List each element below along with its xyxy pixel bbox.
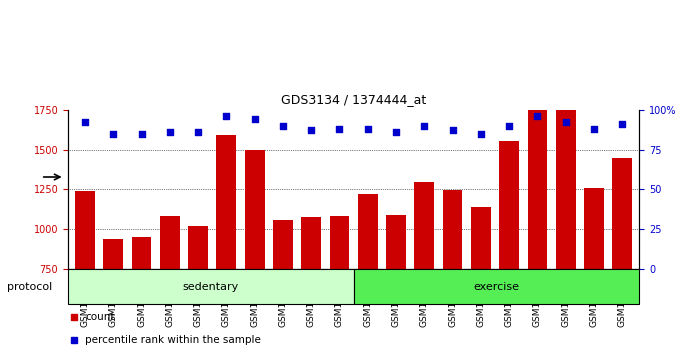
Text: exercise: exercise xyxy=(473,282,520,292)
Point xyxy=(249,116,260,122)
Bar xyxy=(528,110,547,354)
Bar xyxy=(132,237,152,354)
Bar xyxy=(471,207,491,354)
Point xyxy=(334,126,345,132)
Point xyxy=(277,123,288,129)
Bar xyxy=(330,216,350,354)
Point xyxy=(532,113,543,119)
Point xyxy=(419,123,430,129)
Point xyxy=(475,131,486,136)
Bar xyxy=(301,217,321,354)
Point xyxy=(617,121,628,127)
Bar xyxy=(612,158,632,354)
Point xyxy=(560,120,571,125)
Bar xyxy=(160,216,180,354)
Point xyxy=(192,129,203,135)
Bar xyxy=(75,191,95,354)
Point xyxy=(108,131,119,136)
Bar xyxy=(386,215,406,354)
Bar xyxy=(188,226,208,354)
Point xyxy=(136,131,147,136)
Bar xyxy=(584,188,604,354)
Point xyxy=(504,123,515,129)
Point xyxy=(306,127,317,133)
Point xyxy=(221,113,232,119)
Bar xyxy=(556,110,575,354)
Point xyxy=(447,127,458,133)
Bar xyxy=(216,135,236,354)
Text: percentile rank within the sample: percentile rank within the sample xyxy=(85,335,261,346)
Bar xyxy=(245,149,265,354)
Point xyxy=(362,126,373,132)
Point xyxy=(588,126,599,132)
Bar xyxy=(443,190,462,354)
Point xyxy=(80,120,90,125)
Text: count: count xyxy=(85,312,115,322)
Bar xyxy=(103,239,123,354)
Bar xyxy=(273,219,293,354)
Bar xyxy=(499,141,519,354)
Text: protocol: protocol xyxy=(7,282,52,292)
Title: GDS3134 / 1374444_at: GDS3134 / 1374444_at xyxy=(281,93,426,106)
Text: sedentary: sedentary xyxy=(183,282,239,292)
Bar xyxy=(358,194,377,354)
Bar xyxy=(414,182,435,354)
Point xyxy=(165,129,175,135)
Point xyxy=(390,129,401,135)
